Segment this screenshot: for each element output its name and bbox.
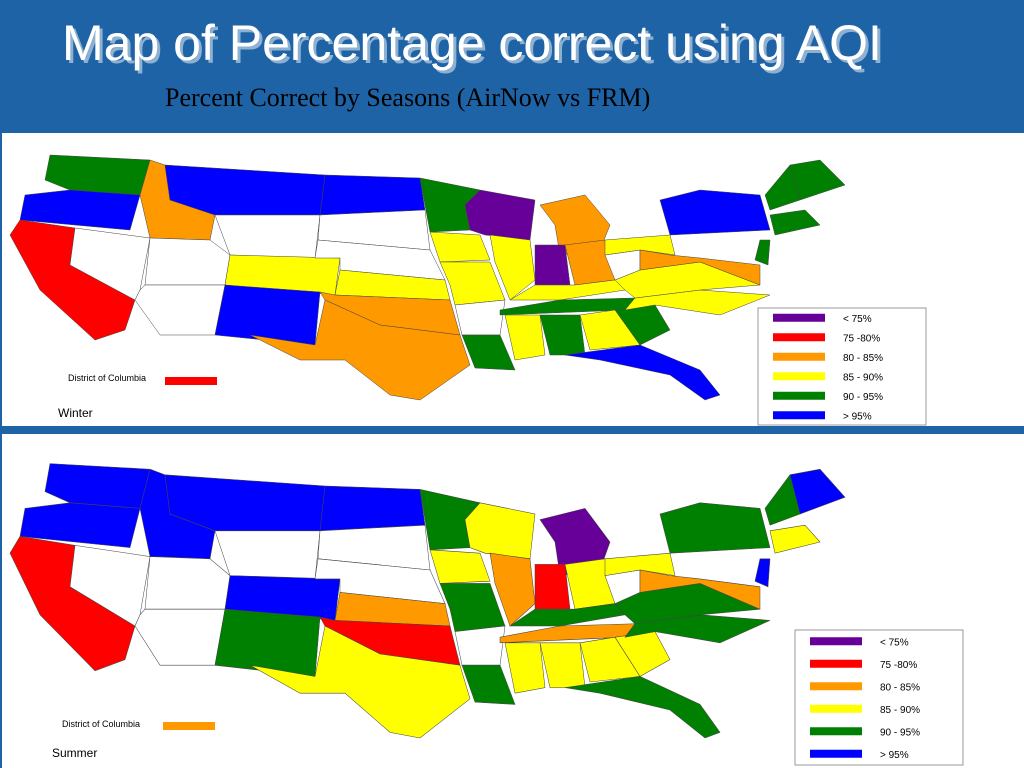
state (564, 676, 721, 739)
header (0, 0, 1024, 130)
state (639, 249, 761, 286)
state (764, 164, 801, 211)
state (461, 334, 516, 371)
legend-label: 75 -80% (843, 333, 880, 344)
legend-label: 85 - 90% (843, 372, 883, 383)
legend-label: > 95% (843, 411, 872, 422)
state (214, 214, 321, 259)
state (604, 234, 676, 256)
legend-label: < 75% (843, 314, 872, 325)
state (764, 474, 801, 526)
legend-swatch (773, 411, 825, 420)
season-label: Summer (52, 746, 97, 760)
state (604, 552, 676, 576)
state (464, 502, 536, 560)
state (214, 608, 321, 677)
legend-label: 80 - 85% (843, 353, 883, 364)
state (754, 239, 771, 266)
legend-swatch (810, 682, 862, 691)
state (489, 234, 536, 301)
legend-swatch (773, 372, 825, 381)
state (639, 569, 761, 610)
state (659, 502, 771, 554)
state (19, 189, 141, 231)
legend-label: > 95% (880, 750, 909, 761)
season-label: Winter (58, 406, 93, 420)
state (19, 502, 141, 548)
state (659, 189, 771, 236)
legend-label: 85 - 90% (880, 705, 920, 716)
state (769, 524, 821, 554)
state (429, 549, 491, 584)
state-layer (9, 463, 846, 739)
title-shadow: Map of Percentage correct using AQI (65, 18, 885, 74)
legend-swatch (810, 749, 862, 758)
winter-map: District of Columbia Winter < 75% 75 -80% 80… (9, 154, 927, 426)
state (454, 625, 506, 666)
state (534, 244, 571, 286)
legend-label: 80 - 85% (880, 682, 920, 693)
state (564, 344, 721, 401)
state (504, 642, 546, 694)
legend-swatch (773, 352, 825, 361)
state (214, 284, 321, 346)
legend-label: 75 -80% (880, 660, 917, 671)
state (489, 552, 536, 627)
legend-box (794, 629, 964, 766)
dc-swatch (165, 377, 217, 385)
dc-label: District of Columbia (68, 373, 146, 383)
legend-label: 90 - 95% (843, 392, 883, 403)
subtitle: Percent Correct by Seasons (AirNow vs FR… (165, 83, 650, 112)
state (461, 664, 516, 705)
dc-label: District of Columbia (62, 719, 140, 729)
state (319, 174, 426, 216)
title: Map of Percentage correct using AQI (62, 15, 882, 71)
legend-box (757, 307, 927, 426)
dc-swatch (163, 722, 215, 730)
state (769, 209, 821, 236)
summer-map: District of Columbia Summer < 75% 75 -80% 80… (9, 463, 964, 766)
legend-label: 90 - 95% (880, 727, 920, 738)
legend-swatch (773, 313, 825, 322)
state (249, 625, 471, 739)
legend-swatch (810, 704, 862, 713)
legend-swatch (810, 637, 862, 646)
state (454, 299, 506, 336)
state (464, 189, 536, 241)
legend-label: < 75% (880, 637, 909, 648)
state (534, 564, 571, 610)
state (429, 231, 491, 263)
legend-swatch (773, 333, 825, 342)
state (214, 530, 321, 580)
legend-swatch (773, 391, 825, 400)
state (319, 485, 426, 532)
state-layer (9, 154, 846, 401)
legend-swatch (810, 659, 862, 668)
state (754, 558, 771, 588)
state (504, 314, 546, 361)
state (249, 299, 471, 401)
legend-swatch (810, 727, 862, 736)
